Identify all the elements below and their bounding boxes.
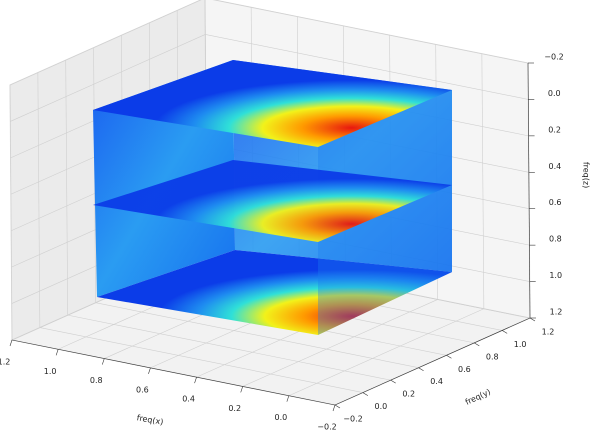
y-tick — [362, 392, 369, 396]
z-tick-label: 1.0 — [549, 271, 562, 280]
x-tick — [240, 386, 243, 393]
x-tick — [286, 395, 290, 402]
grid-line — [242, 299, 438, 387]
x-tick — [102, 358, 105, 365]
x-tick-label: 1.0 — [44, 367, 57, 376]
y-tick — [529, 317, 536, 322]
x-tick-label: 0.0 — [274, 413, 287, 422]
y-tick — [390, 379, 396, 384]
z-tick-label: 0.8 — [549, 235, 562, 244]
z-tick-label: 0.0 — [548, 89, 561, 98]
grid-line — [37, 72, 41, 328]
grid-line — [481, 53, 485, 309]
y-tick-label: 1.0 — [514, 340, 527, 349]
grid-line — [65, 60, 69, 316]
z-tick-label: 0.6 — [549, 198, 562, 207]
x-tick — [148, 367, 151, 374]
x-tick-label: 0.8 — [90, 376, 103, 385]
slice-top — [93, 60, 452, 147]
x-tick-label: 0.4 — [182, 395, 195, 404]
grid-line — [10, 34, 206, 122]
y-tick-label: 0.4 — [430, 377, 443, 386]
x-axis-line — [11, 339, 336, 406]
y-tick — [418, 367, 424, 371]
x-tick — [9, 339, 13, 347]
y-tick — [334, 404, 341, 409]
x-tick-label: 0.6 — [136, 385, 149, 394]
grid-line — [39, 327, 363, 393]
y-tick — [501, 330, 508, 334]
z-axis-label: freq(z) — [582, 162, 591, 188]
y-tick-label: 0.8 — [486, 352, 499, 361]
x-tick — [55, 349, 59, 356]
y-axis-label: freq(y) — [464, 387, 492, 407]
y-tick-label: 0.0 — [374, 402, 387, 411]
y-tick — [446, 355, 452, 359]
grid-line — [213, 0, 529, 64]
x-tick — [332, 404, 336, 412]
grid-line — [288, 308, 484, 396]
x-tick — [194, 377, 197, 384]
z-tick-label: 0.2 — [548, 125, 561, 134]
grid-line — [205, 34, 529, 100]
y-tick — [474, 342, 480, 347]
x-tick-label: 0.2 — [228, 404, 241, 413]
y-tick-label: 1.2 — [542, 328, 555, 337]
y-tick-label: 0.2 — [402, 390, 415, 399]
y-axis-line — [334, 317, 531, 406]
z-tick-label: 1.2 — [550, 308, 563, 317]
axes: −0.2 0.0 0.2 0.4 0.6 0.8 1.0 1.2 −0.2 0.0 0.2 0.4 0.… — [0, 53, 591, 432]
grid-line — [9, 84, 13, 341]
x-tick-label: 1.2 — [0, 358, 10, 367]
x-tick-label: −0.2 — [317, 423, 336, 432]
y-tick-label: −0.2 — [343, 415, 362, 424]
z-axis-line — [527, 62, 531, 319]
y-tick-label: 0.6 — [458, 365, 471, 374]
z-tick-label: 0.4 — [548, 162, 561, 171]
grid-line — [95, 302, 419, 369]
x-axis-label: freq(x) — [136, 413, 164, 427]
slice-bottom — [97, 250, 452, 335]
grid-line — [67, 314, 391, 381]
z-tick-label: −0.2 — [544, 53, 563, 62]
grid-line — [9, 0, 202, 86]
slice-middle — [93, 160, 452, 242]
slices — [93, 60, 452, 335]
